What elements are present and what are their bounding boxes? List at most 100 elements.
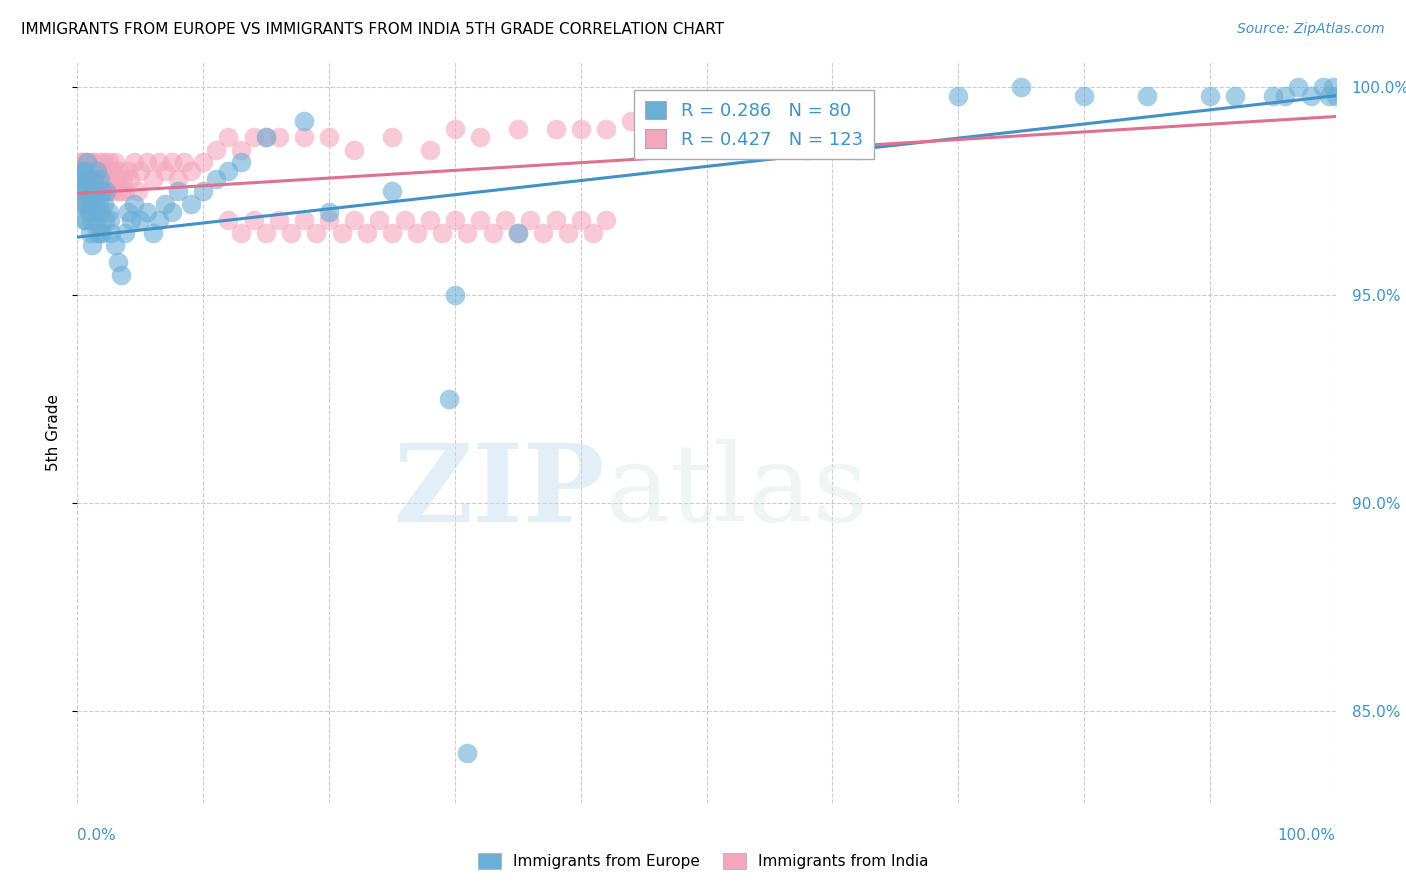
Point xyxy=(117,163,139,178)
Point xyxy=(84,172,107,186)
Point xyxy=(75,172,97,186)
Point xyxy=(84,197,107,211)
Point xyxy=(104,155,127,169)
Point xyxy=(69,185,91,199)
Point xyxy=(1322,80,1344,95)
Point xyxy=(155,197,177,211)
Point xyxy=(82,185,104,199)
Point xyxy=(93,155,115,169)
Point xyxy=(80,185,103,199)
Point xyxy=(519,213,541,227)
Point xyxy=(330,226,353,240)
Point xyxy=(173,155,195,169)
Point xyxy=(381,130,404,145)
Point xyxy=(129,163,152,178)
Point xyxy=(1073,88,1095,103)
Point xyxy=(305,226,328,240)
Legend: R = 0.286   N = 80, R = 0.427   N = 123: R = 0.286 N = 80, R = 0.427 N = 123 xyxy=(634,90,873,160)
Point xyxy=(1312,80,1334,95)
Point xyxy=(76,155,98,169)
Point xyxy=(70,172,93,186)
Point xyxy=(1223,88,1246,103)
Point xyxy=(72,163,94,178)
Point xyxy=(86,163,108,178)
Point xyxy=(101,163,124,178)
Point xyxy=(229,143,252,157)
Point xyxy=(79,226,101,240)
Text: atlas: atlas xyxy=(606,439,869,544)
Point xyxy=(97,155,120,169)
Point xyxy=(90,205,112,219)
Point xyxy=(94,213,117,227)
Point xyxy=(129,213,152,227)
Point xyxy=(444,122,467,136)
Point xyxy=(254,130,277,145)
Point xyxy=(444,288,467,302)
Point xyxy=(160,205,183,219)
Point xyxy=(83,155,105,169)
Point xyxy=(394,213,416,227)
Point xyxy=(72,155,94,169)
Point xyxy=(531,226,554,240)
Point xyxy=(72,172,94,186)
Point xyxy=(217,130,239,145)
Point xyxy=(419,213,441,227)
Point xyxy=(111,172,134,186)
Point xyxy=(356,226,378,240)
Point xyxy=(318,213,340,227)
Point xyxy=(343,213,366,227)
Point xyxy=(506,226,529,240)
Point xyxy=(437,392,460,407)
Point xyxy=(76,172,98,186)
Point xyxy=(89,155,111,169)
Point xyxy=(75,213,97,227)
Point xyxy=(419,143,441,157)
Point xyxy=(110,185,132,199)
Point xyxy=(1261,88,1284,103)
Point xyxy=(267,130,290,145)
Point xyxy=(254,226,277,240)
Point xyxy=(569,122,592,136)
Point xyxy=(242,213,264,227)
Point xyxy=(569,213,592,227)
Point xyxy=(86,185,108,199)
Point xyxy=(90,172,112,186)
Point xyxy=(204,172,226,186)
Point xyxy=(127,185,149,199)
Point xyxy=(1286,80,1309,95)
Point xyxy=(100,226,122,240)
Point xyxy=(96,163,118,178)
Point xyxy=(1299,88,1322,103)
Point xyxy=(229,226,252,240)
Point xyxy=(1199,88,1222,103)
Point xyxy=(80,197,103,211)
Point xyxy=(84,185,107,199)
Point xyxy=(135,155,157,169)
Point xyxy=(318,130,340,145)
Point xyxy=(104,238,127,252)
Point xyxy=(456,746,478,760)
Point xyxy=(84,185,107,199)
Point xyxy=(110,268,132,282)
Point xyxy=(343,143,366,157)
Point xyxy=(77,172,100,186)
Point xyxy=(506,226,529,240)
Point xyxy=(76,197,98,211)
Point xyxy=(73,185,96,199)
Point xyxy=(72,213,94,227)
Point xyxy=(82,172,104,186)
Point xyxy=(67,172,90,186)
Point xyxy=(432,226,454,240)
Point xyxy=(671,113,693,128)
Point xyxy=(292,113,315,128)
Point xyxy=(70,197,93,211)
Point xyxy=(73,163,96,178)
Text: 100.0%: 100.0% xyxy=(1278,828,1336,843)
Point xyxy=(160,155,183,169)
Point xyxy=(595,122,617,136)
Point xyxy=(544,213,567,227)
Point xyxy=(381,185,404,199)
Point xyxy=(544,122,567,136)
Point xyxy=(103,172,125,186)
Point xyxy=(229,155,252,169)
